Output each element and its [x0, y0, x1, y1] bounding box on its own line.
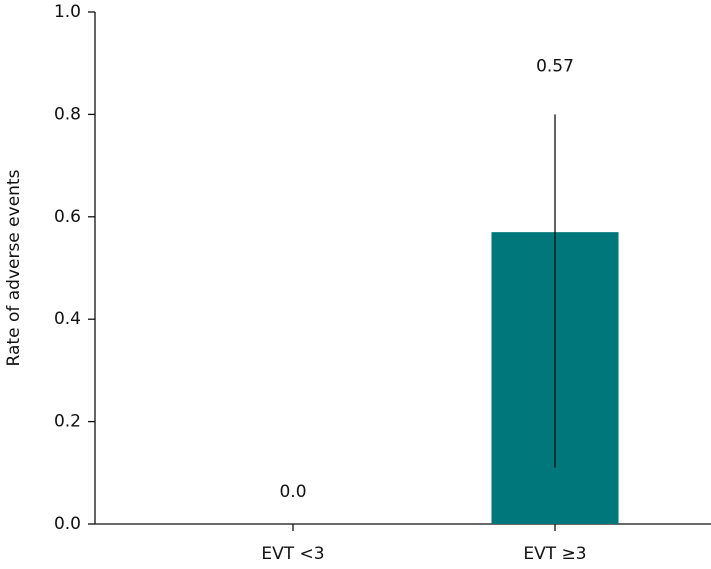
y-tick-label: 1.0 — [54, 2, 81, 22]
y-tick-label: 0.2 — [54, 412, 81, 432]
y-tick-label: 0.0 — [54, 514, 81, 534]
y-tick-label: 0.4 — [54, 309, 81, 329]
value-label: 0.0 — [279, 482, 306, 502]
y-tick-label: 0.6 — [54, 207, 81, 227]
value-label: 0.57 — [536, 56, 574, 76]
x-tick-label: EVT <3 — [261, 544, 324, 564]
x-tick-label: EVT ≥3 — [523, 544, 586, 564]
y-axis-label: Rate of adverse events — [4, 169, 24, 366]
y-tick-label: 0.8 — [54, 104, 81, 124]
